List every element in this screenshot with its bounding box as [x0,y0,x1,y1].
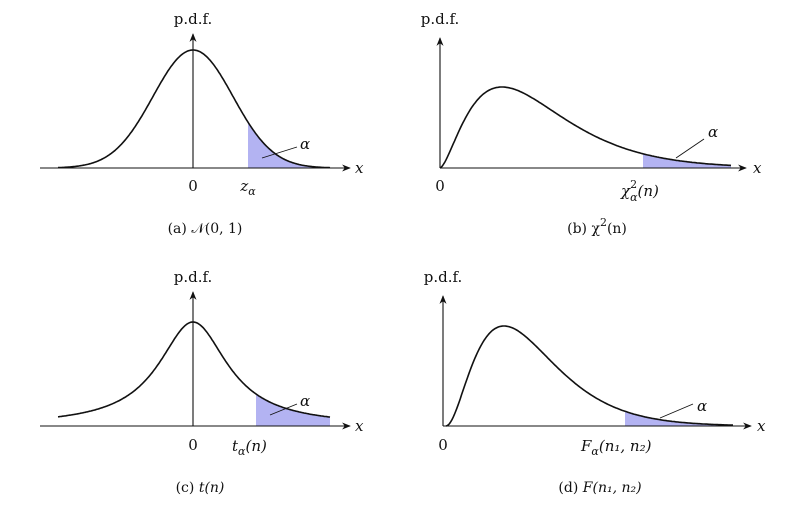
critical-label-c: tα(n) [232,437,267,458]
origin-label-a: 0 [188,177,198,195]
origin-label-c: 0 [188,436,198,454]
alpha-leader-a [261,146,298,159]
alpha-label-a: α [300,135,310,153]
origin-label-b: 0 [435,177,445,195]
alpha-leader-d [659,403,694,419]
ylabel-c: p.d.f. [174,268,213,286]
critical-label-d: Fα(n₁, n₂) [580,437,652,458]
pdf-curve-c [57,321,331,418]
alpha-leader-c [269,403,298,416]
alpha-region-a [248,122,330,168]
caption-c: (c) t(n) [176,480,225,496]
pdf-curve-d [445,325,733,427]
panel-chi-square: p.d.f. x 0 α χ2 α(n) (b) χ2(n) [421,10,762,237]
alpha-region-c [256,394,330,426]
caption-d: (d) F(n₁, n₂) [558,480,641,496]
panel-t: p.d.f. x 0 α tα(n) (c) t(n) [40,268,364,496]
critical-label-b: χ2 α(n) [620,178,659,204]
xlabel-c: x [355,417,364,435]
origin-label-d: 0 [438,436,448,454]
alpha-leader-b [675,138,705,159]
alpha-region-b [643,153,731,168]
caption-a: (a) 𝒩(0, 1) [168,221,243,237]
ylabel-b: p.d.f. [421,10,460,28]
alpha-label-c: α [300,392,310,410]
ylabel-a: p.d.f. [174,10,213,28]
ylabel-d: p.d.f. [424,268,463,286]
pdf-curve-a [58,49,331,169]
alpha-region-d [625,411,733,426]
xlabel-b: x [753,159,762,177]
panel-f: p.d.f. x 0 α Fα(n₁, n₂) (d) F(n₁, n₂) [424,268,766,496]
xlabel-d: x [757,417,766,435]
alpha-label-b: α [708,123,718,141]
caption-b: (b) χ2(n) [567,216,627,237]
critical-label-a: zα [239,177,256,198]
panel-normal: p.d.f. x 0 α zα (a) 𝒩(0, 1) [40,10,364,237]
alpha-label-d: α [697,397,707,415]
xlabel-a: x [355,159,364,177]
pdf-curve-b [439,86,732,169]
